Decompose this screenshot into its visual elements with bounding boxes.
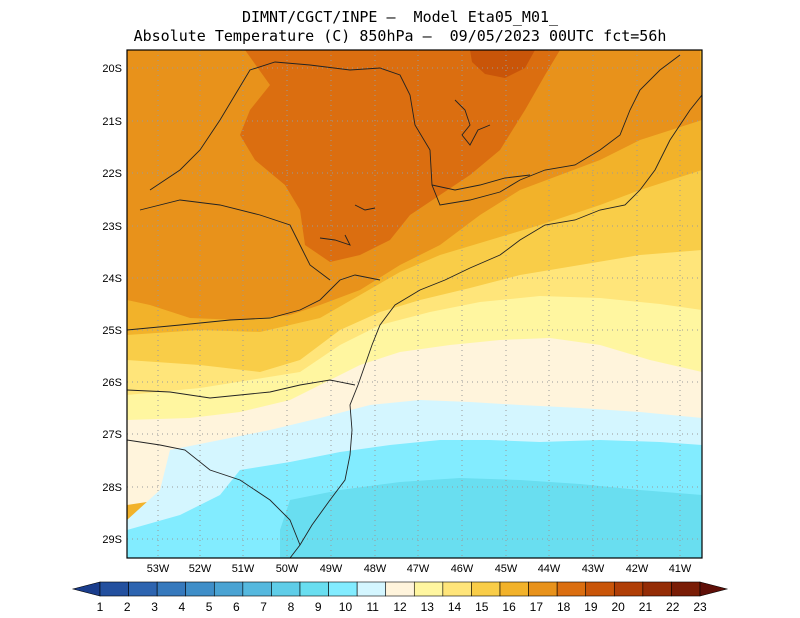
lon-label: 44W: [538, 563, 561, 575]
lat-label: 23S: [102, 221, 122, 233]
lat-label: 20S: [102, 63, 122, 75]
temperature-field: [127, 50, 702, 558]
colorbar-swatch: [471, 581, 501, 597]
lake-1: [454, 99, 491, 146]
band-19: [470, 50, 535, 78]
lat-label: 29S: [102, 534, 122, 546]
lon-axis: 53W 52W 51W 50W 49W 48W 47W 46W 45W 44W …: [147, 563, 692, 575]
colorbar-label: 7: [260, 600, 267, 614]
lon-label: 47W: [407, 563, 430, 575]
colorbar-swatch: [556, 581, 587, 597]
lon-label: 52W: [189, 563, 212, 575]
colorbar-swatch: [585, 581, 615, 597]
colorbar-label: 11: [366, 600, 379, 614]
colorbar-swatch: [671, 581, 701, 597]
colorbar-swatch: [99, 581, 129, 597]
colorbar-label: 9: [315, 600, 322, 614]
colorbar-swatch: [185, 581, 215, 597]
colorbar-label: 23: [693, 600, 707, 614]
colorbar-label: 13: [421, 600, 435, 614]
colorbar-swatch: [442, 581, 472, 597]
lat-label: 24S: [102, 273, 122, 285]
colorbar-label: 20: [612, 600, 626, 614]
colorbar-label: 19: [584, 600, 598, 614]
lat-label: 25S: [102, 325, 122, 337]
lon-label: 43W: [582, 563, 605, 575]
title-line-2: Absolute Temperature (C) 850hPa – 09/05/…: [133, 27, 667, 45]
coastline: [289, 94, 702, 558]
lon-label: 50W: [276, 563, 299, 575]
colorbar-label: 3: [151, 600, 158, 614]
colorbar-swatch: [128, 581, 158, 597]
colorbar-label: 22: [666, 600, 680, 614]
map-frame: [126, 49, 703, 559]
colorbar-label: 6: [233, 600, 240, 614]
colorbar-label: 10: [339, 600, 353, 614]
title-line-1: DIMNT/CGCT/INPE – Model Eta05_M01_: [241, 8, 559, 26]
colorbar-swatch: [242, 581, 272, 597]
state-border-4: [139, 199, 331, 281]
grid-lines: [127, 50, 702, 558]
colorbar-label: 12: [393, 600, 407, 614]
colorbar-label: 14: [448, 600, 462, 614]
lat-label: 22S: [102, 168, 122, 180]
lon-label: 45W: [495, 563, 518, 575]
colorbar-label: 2: [124, 600, 131, 614]
lat-label: 27S: [102, 429, 122, 441]
state-border-1: [127, 379, 356, 399]
state-border-2: [127, 439, 301, 546]
lat-label: 28S: [102, 482, 122, 494]
lon-label: 41W: [669, 563, 692, 575]
colorbar-label: 16: [502, 600, 516, 614]
colorbar-label: 8: [288, 600, 295, 614]
lon-label: 49W: [320, 563, 343, 575]
colorbar-label: 15: [475, 600, 489, 614]
lat-label: 26S: [102, 377, 122, 389]
lon-label: 51W: [232, 563, 255, 575]
colorbar-swatch: [271, 581, 301, 597]
state-border-3: [127, 274, 381, 331]
lake-2: [319, 234, 351, 246]
lon-label: 53W: [147, 563, 170, 575]
lon-label: 46W: [451, 563, 474, 575]
state-border-5: [149, 54, 681, 206]
colorbar-label: 4: [178, 600, 185, 614]
coastline-borders: [127, 54, 702, 558]
lon-label: 42W: [626, 563, 649, 575]
state-border-6: [431, 174, 531, 191]
lat-label: 21S: [102, 116, 122, 128]
colorbar-swatch: [528, 581, 558, 597]
colorbar-arrow-right: [699, 581, 729, 597]
lat-axis: 20S 21S 22S 23S 24S 25S 26S 27S 28S 29S: [102, 63, 122, 546]
lake-3: [354, 204, 376, 211]
colorbar-label: 1: [97, 600, 104, 614]
colorbar-swatch: [613, 581, 644, 597]
band-9: [280, 478, 702, 558]
colorbar-swatch: [499, 581, 529, 597]
colorbar-swatch: [213, 581, 244, 597]
lon-label: 48W: [364, 563, 387, 575]
colorbar-label: 18: [557, 600, 571, 614]
colorbar-swatch: [328, 581, 358, 597]
colorbar-swatch: [413, 581, 444, 597]
colorbar-label: 17: [530, 600, 544, 614]
colorbar-swatch: [385, 581, 415, 597]
colorbar-label: 21: [639, 600, 653, 614]
band-18: [240, 50, 560, 262]
colorbar-arrow-left: [71, 581, 101, 597]
colorbar-swatch: [299, 581, 329, 597]
colorbar-label: 5: [206, 600, 213, 614]
colorbar: 1 2 3 4 5 6 7 8 9 10 11 12 13 14 15 16 17 18 19 20 21 22 23: [71, 581, 729, 614]
colorbar-swatch: [356, 581, 387, 597]
colorbar-swatch: [642, 581, 672, 597]
colorbar-swatch: [156, 581, 187, 597]
